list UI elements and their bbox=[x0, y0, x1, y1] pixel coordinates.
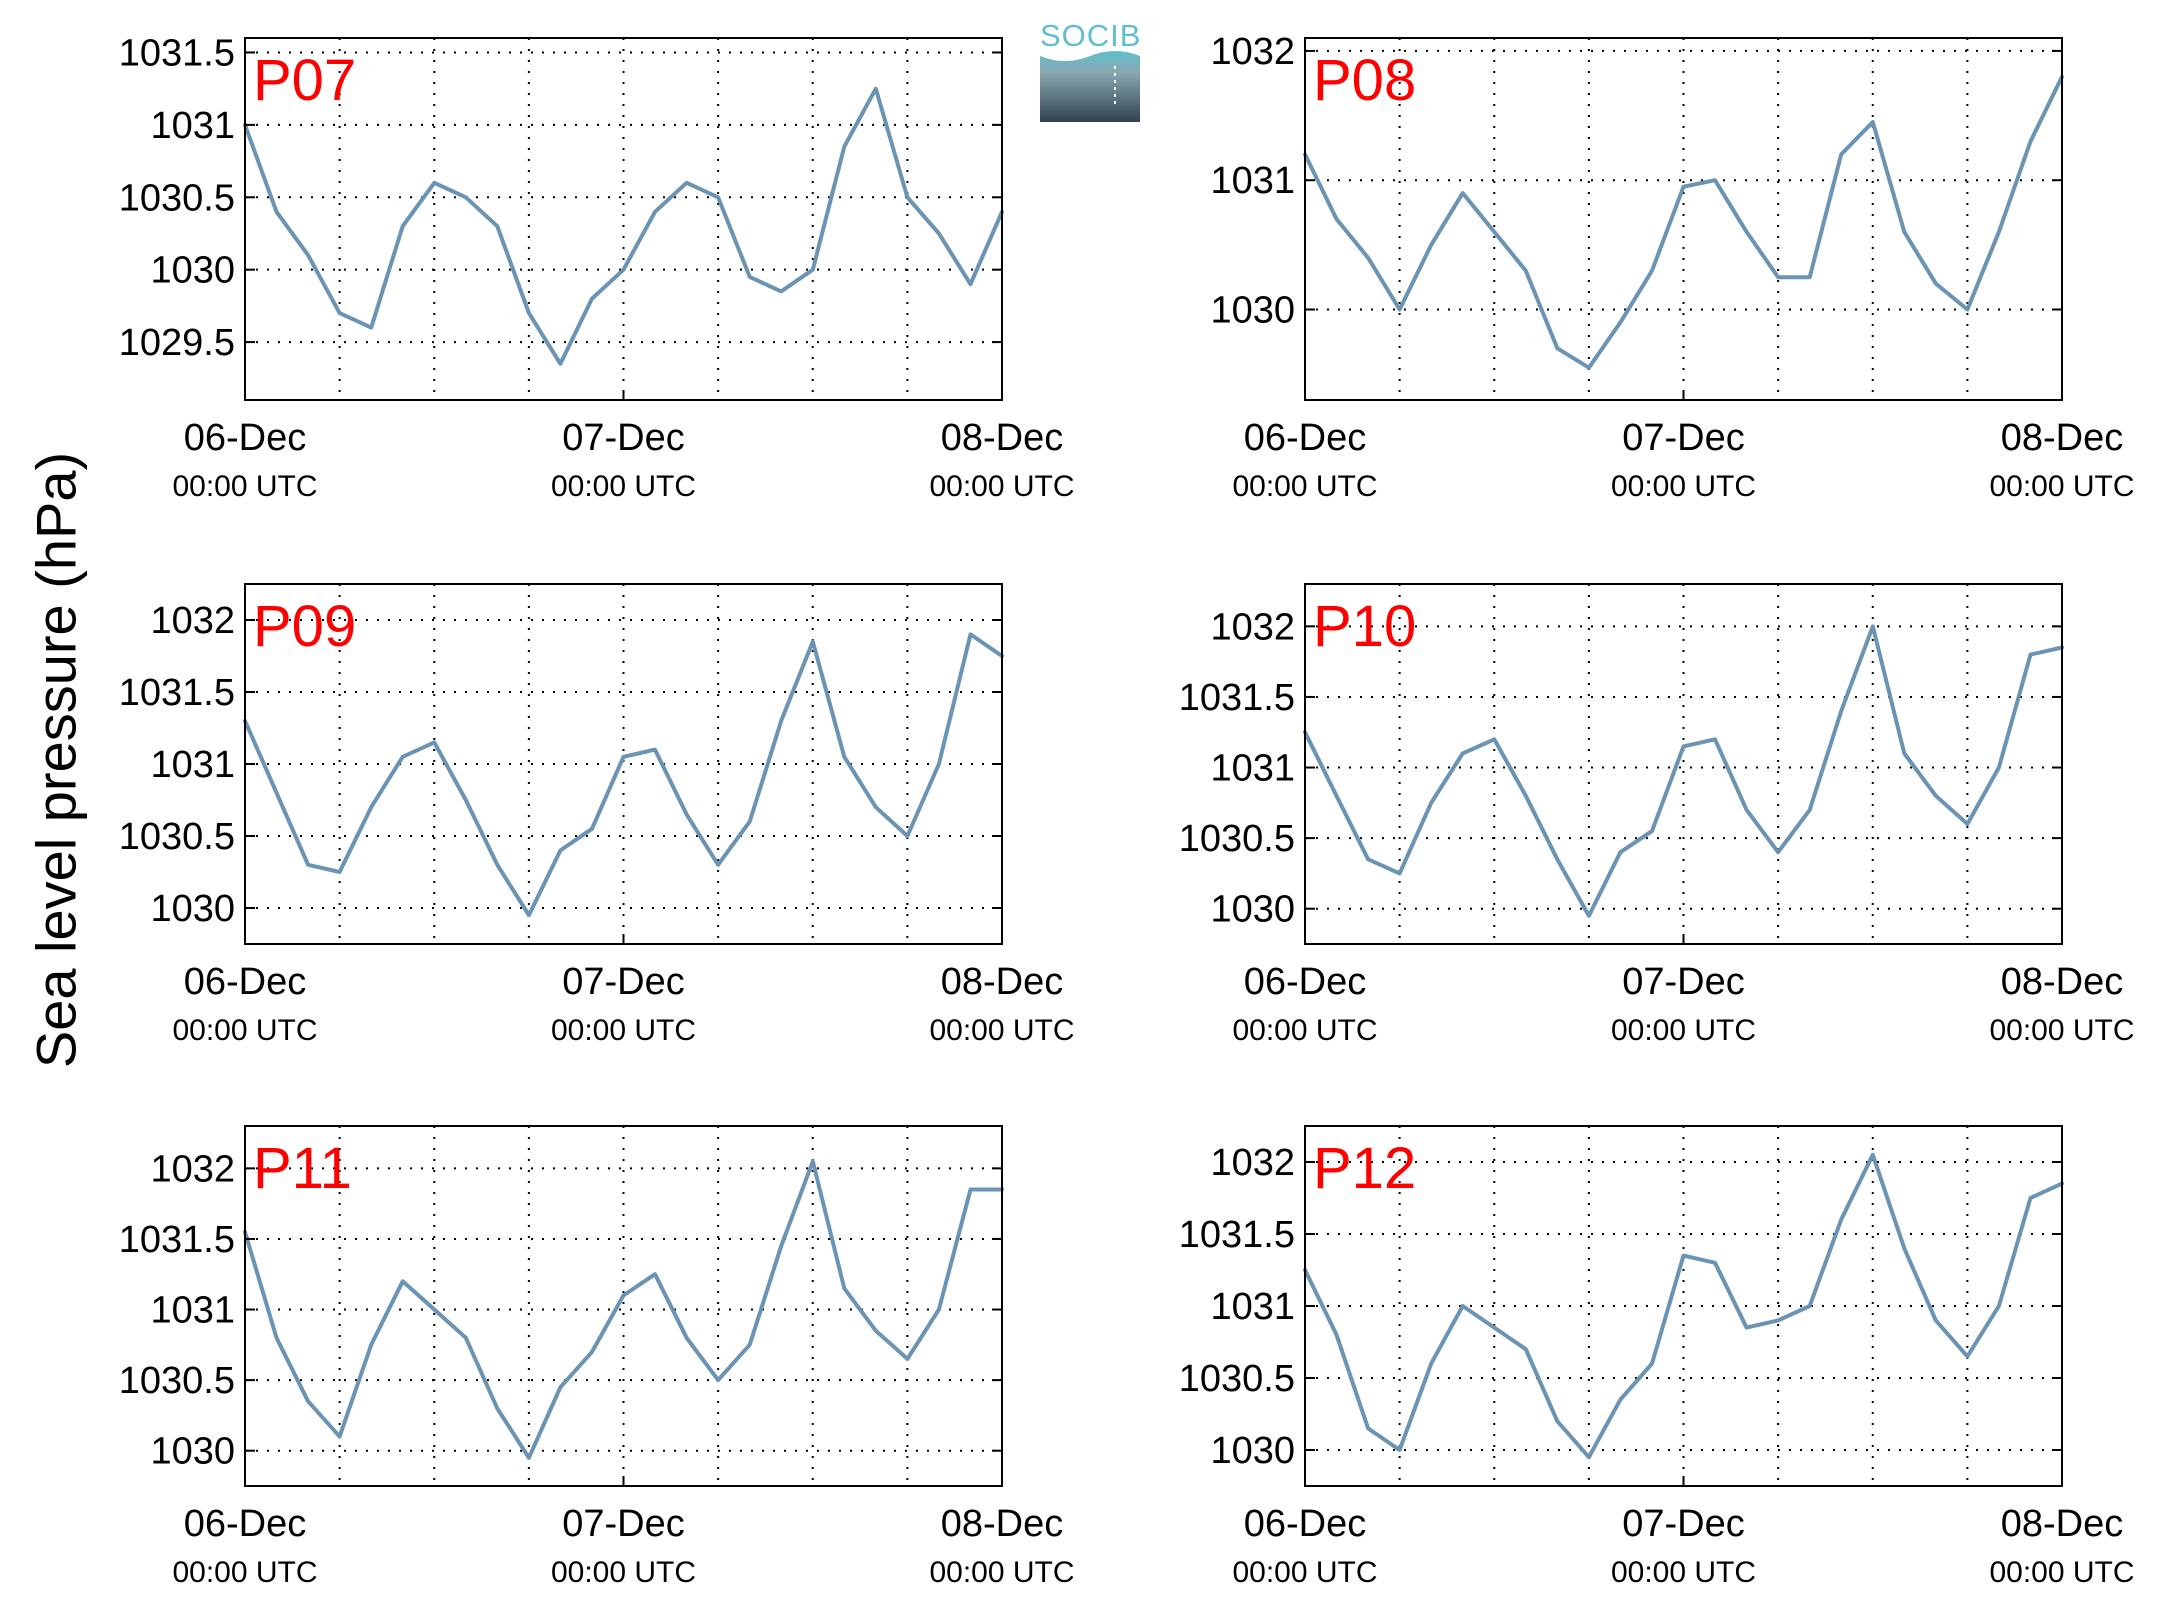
panel-p12: 1030 1030.5 1031 1031.5 1032 06-Dec 00:00 UTC 0… bbox=[1179, 1125, 2135, 1589]
x-tick-label-date: 07-Dec bbox=[562, 961, 685, 1003]
panel-title: P07 bbox=[253, 48, 356, 113]
y-tick-label: 1030.5 bbox=[1179, 818, 1295, 860]
x-tick-label-date: 07-Dec bbox=[1622, 961, 1745, 1003]
x-tick-label-time: 00:00 UTC bbox=[1232, 470, 1377, 503]
panel-p10: 1030 1030.5 1031 1031.5 1032 06-Dec 00:00 UTC 0… bbox=[1179, 583, 2135, 1047]
x-tick-label-time: 00:00 UTC bbox=[1611, 1014, 1756, 1047]
x-tick-label-date: 06-Dec bbox=[1244, 961, 1367, 1003]
axes-frame bbox=[244, 1125, 1003, 1487]
data-line-p07 bbox=[243, 86, 1004, 366]
socib-logo: SOCIB bbox=[1040, 20, 1140, 122]
socib-logo-graphic bbox=[1040, 51, 1140, 122]
x-tick-label-date: 08-Dec bbox=[941, 961, 1064, 1003]
data-line-p10 bbox=[1303, 624, 2064, 918]
y-tick-label: 1032 bbox=[1210, 1142, 1295, 1184]
y-tick-label: 1030.5 bbox=[119, 1360, 235, 1402]
x-tick-label-time: 00:00 UTC bbox=[1232, 1014, 1377, 1047]
panel-title: P10 bbox=[1313, 594, 1416, 659]
y-tick-label: 1030 bbox=[1210, 290, 1295, 332]
panel-title: P08 bbox=[1313, 48, 1416, 113]
x-tick-label-time: 00:00 UTC bbox=[1611, 1556, 1756, 1589]
axes-frame bbox=[244, 583, 1003, 945]
y-tick-label: 1031 bbox=[1210, 748, 1295, 790]
y-tick-label: 1032 bbox=[1210, 31, 1295, 73]
y-tick-label: 1031 bbox=[150, 744, 235, 786]
y-tick-label: 1031 bbox=[1210, 160, 1295, 202]
y-tick-label: 1030 bbox=[1210, 889, 1295, 931]
y-tick-label: 1030 bbox=[150, 888, 235, 930]
x-tick-label-date: 06-Dec bbox=[184, 1503, 307, 1545]
y-tick-label: 1030 bbox=[150, 250, 235, 292]
x-tick-label-date: 08-Dec bbox=[941, 1503, 1064, 1545]
x-tick-label-time: 00:00 UTC bbox=[551, 470, 696, 503]
socib-logo-text: SOCIB bbox=[1040, 18, 1142, 53]
y-tick-label: 1030 bbox=[150, 1431, 235, 1473]
x-tick-label-time: 00:00 UTC bbox=[1611, 470, 1756, 503]
panel-p08: 1030 1031 1032 06-Dec 00:00 UTC 07-Dec 00:00 U… bbox=[1210, 31, 2134, 503]
data-line-p08 bbox=[1303, 74, 2064, 370]
panel-title: P09 bbox=[253, 594, 356, 659]
axes-frame bbox=[1304, 1125, 2063, 1487]
x-tick-label-date: 08-Dec bbox=[2001, 1503, 2124, 1545]
x-tick-label-date: 08-Dec bbox=[941, 417, 1064, 459]
y-tick-label: 1031 bbox=[150, 1290, 235, 1332]
y-tick-label: 1031 bbox=[150, 105, 235, 147]
y-tick-label: 1031.5 bbox=[119, 672, 235, 714]
y-tick-label: 1032 bbox=[1210, 606, 1295, 648]
x-tick-label-time: 00:00 UTC bbox=[929, 1556, 1074, 1589]
x-tick-label-date: 07-Dec bbox=[562, 1503, 685, 1545]
x-tick-label-time: 00:00 UTC bbox=[929, 470, 1074, 503]
y-tick-label: 1029.5 bbox=[119, 322, 235, 364]
x-tick-label-time: 00:00 UTC bbox=[1989, 470, 2134, 503]
x-tick-label-date: 06-Dec bbox=[184, 961, 307, 1003]
x-tick-label-time: 00:00 UTC bbox=[1232, 1556, 1377, 1589]
x-tick-label-time: 00:00 UTC bbox=[172, 1014, 317, 1047]
axes-frame bbox=[1304, 583, 2063, 945]
x-tick-label-time: 00:00 UTC bbox=[172, 1556, 317, 1589]
y-tick-label: 1030.5 bbox=[119, 816, 235, 858]
y-tick-label: 1032 bbox=[150, 1148, 235, 1190]
y-tick-label: 1031 bbox=[1210, 1286, 1295, 1328]
y-tick-label: 1030 bbox=[1210, 1430, 1295, 1472]
panel-p09: 1030 1030.5 1031 1031.5 1032 06-Dec 00:00 UTC 0… bbox=[119, 583, 1075, 1047]
x-tick-label-time: 00:00 UTC bbox=[1989, 1556, 2134, 1589]
x-tick-label-date: 06-Dec bbox=[1244, 417, 1367, 459]
x-tick-label-date: 07-Dec bbox=[1622, 417, 1745, 459]
x-tick-label-date: 07-Dec bbox=[1622, 1503, 1745, 1545]
panel-p07: 1029.5 1030 1030.5 1031 1031.5 06-Dec 00:00 UT… bbox=[119, 32, 1075, 503]
data-line-p09 bbox=[243, 632, 1004, 918]
y-tick-label: 1031.5 bbox=[1179, 1214, 1295, 1256]
y-tick-label: 1030.5 bbox=[119, 177, 235, 219]
x-tick-label-time: 00:00 UTC bbox=[1989, 1014, 2134, 1047]
x-tick-label-time: 00:00 UTC bbox=[551, 1556, 696, 1589]
x-tick-label-time: 00:00 UTC bbox=[172, 470, 317, 503]
data-line-p11 bbox=[243, 1159, 1004, 1460]
axes-frame bbox=[244, 37, 1003, 401]
panel-p11: 1030 1030.5 1031 1031.5 1032 06-Dec 00:00 UTC 0… bbox=[119, 1125, 1075, 1589]
axes-frame bbox=[1304, 37, 2063, 401]
y-tick-label: 1031.5 bbox=[119, 32, 235, 74]
x-tick-label-date: 08-Dec bbox=[2001, 417, 2124, 459]
data-line-p12 bbox=[1303, 1152, 2064, 1460]
y-tick-label: 1031.5 bbox=[1179, 677, 1295, 719]
x-tick-label-time: 00:00 UTC bbox=[551, 1014, 696, 1047]
figure-ylabel: Sea level pressure (hPa) bbox=[24, 451, 88, 1069]
x-tick-label-date: 08-Dec bbox=[2001, 961, 2124, 1003]
x-tick-label-date: 07-Dec bbox=[562, 417, 685, 459]
x-tick-label-time: 00:00 UTC bbox=[929, 1014, 1074, 1047]
y-tick-label: 1031.5 bbox=[119, 1219, 235, 1261]
x-tick-label-date: 06-Dec bbox=[1244, 1503, 1367, 1545]
y-tick-label: 1030.5 bbox=[1179, 1358, 1295, 1400]
x-tick-label-date: 06-Dec bbox=[184, 417, 307, 459]
panel-title: P12 bbox=[1313, 1136, 1416, 1201]
y-tick-label: 1032 bbox=[150, 600, 235, 642]
panel-title: P11 bbox=[253, 1136, 352, 1201]
